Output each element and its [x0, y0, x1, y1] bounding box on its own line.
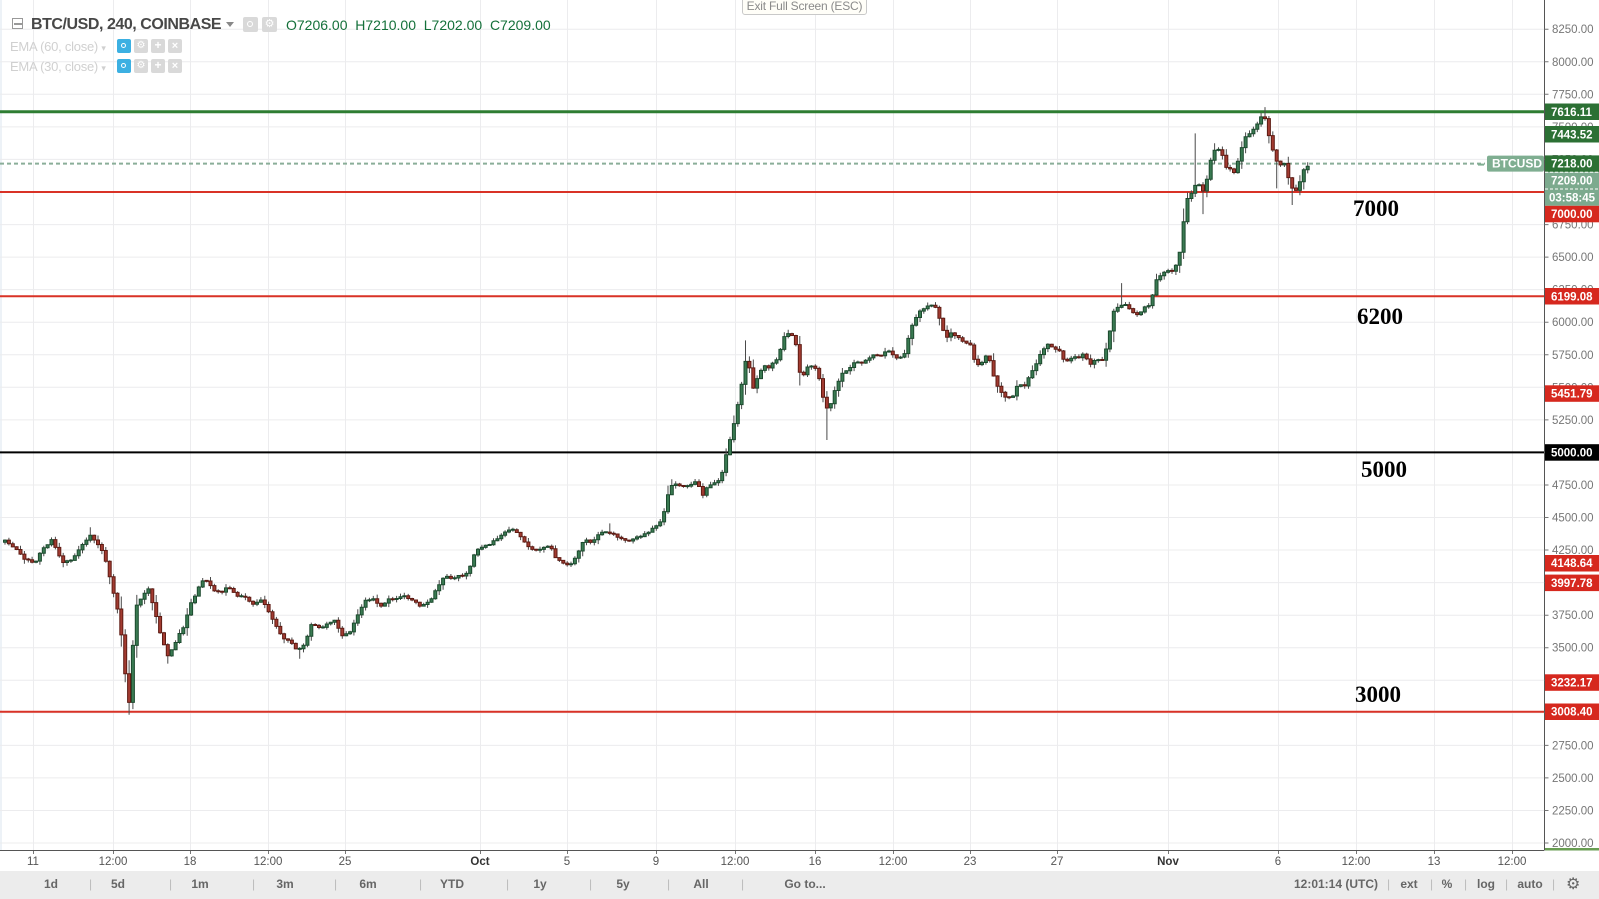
svg-text:6750.00: 6750.00 — [1552, 220, 1594, 232]
svg-text:11: 11 — [27, 856, 39, 868]
svg-text:2500.00: 2500.00 — [1552, 773, 1594, 785]
svg-text:7209.00: 7209.00 — [1551, 176, 1593, 188]
svg-text:12:00: 12:00 — [254, 856, 283, 868]
svg-text:3500.00: 3500.00 — [1552, 643, 1594, 655]
svg-text:Oct: Oct — [470, 856, 489, 868]
svg-text:BTCUSD: BTCUSD — [1492, 157, 1542, 171]
svg-text:12:00: 12:00 — [1498, 856, 1527, 868]
svg-text:12:00: 12:00 — [721, 856, 750, 868]
svg-text:12:00: 12:00 — [1342, 856, 1371, 868]
svg-text:5000: 5000 — [1361, 457, 1407, 482]
svg-text:6200: 6200 — [1357, 304, 1403, 329]
svg-text:7750.00: 7750.00 — [1552, 89, 1594, 101]
svg-text:3008.40: 3008.40 — [1551, 707, 1593, 719]
svg-text:7000.00: 7000.00 — [1551, 209, 1593, 221]
svg-text:6199.08: 6199.08 — [1551, 291, 1593, 303]
svg-text:6: 6 — [1275, 856, 1281, 868]
svg-text:7000: 7000 — [1353, 196, 1399, 221]
svg-text:25: 25 — [339, 856, 352, 868]
svg-text:18: 18 — [184, 856, 197, 868]
svg-text:Nov: Nov — [1157, 856, 1179, 868]
svg-text:12:00: 12:00 — [879, 856, 908, 868]
svg-text:6000.00: 6000.00 — [1552, 317, 1594, 329]
svg-text:5000.00: 5000.00 — [1551, 447, 1593, 459]
svg-text:2000.00: 2000.00 — [1552, 838, 1594, 850]
svg-text:3000: 3000 — [1355, 682, 1401, 707]
svg-text:9: 9 — [653, 856, 659, 868]
svg-text:3750.00: 3750.00 — [1552, 610, 1594, 622]
svg-text:5: 5 — [564, 856, 570, 868]
svg-text:4148.64: 4148.64 — [1551, 558, 1593, 570]
svg-text:5451.79: 5451.79 — [1551, 389, 1593, 401]
svg-text:7218.00: 7218.00 — [1551, 159, 1593, 171]
svg-text:6500.00: 6500.00 — [1552, 252, 1594, 264]
svg-text:2750.00: 2750.00 — [1552, 740, 1594, 752]
svg-text:7616.11: 7616.11 — [1551, 107, 1593, 119]
svg-text:03:58:45: 03:58:45 — [1549, 192, 1596, 204]
svg-text:27: 27 — [1051, 856, 1064, 868]
svg-text:5250.00: 5250.00 — [1552, 415, 1594, 427]
svg-text:23: 23 — [964, 856, 977, 868]
svg-text:8000.00: 8000.00 — [1552, 57, 1594, 69]
svg-text:13: 13 — [1428, 856, 1441, 868]
svg-text:2250.00: 2250.00 — [1552, 806, 1594, 818]
svg-text:12:00: 12:00 — [99, 856, 128, 868]
svg-text:4750.00: 4750.00 — [1552, 480, 1594, 492]
svg-text:3997.78: 3997.78 — [1551, 578, 1593, 590]
svg-text:16: 16 — [809, 856, 822, 868]
svg-text:7443.52: 7443.52 — [1551, 129, 1593, 141]
svg-text:4250.00: 4250.00 — [1552, 545, 1594, 557]
svg-text:3232.17: 3232.17 — [1551, 678, 1593, 690]
svg-text:5750.00: 5750.00 — [1552, 350, 1594, 362]
svg-text:8250.00: 8250.00 — [1552, 24, 1594, 36]
svg-text:4500.00: 4500.00 — [1552, 513, 1594, 525]
